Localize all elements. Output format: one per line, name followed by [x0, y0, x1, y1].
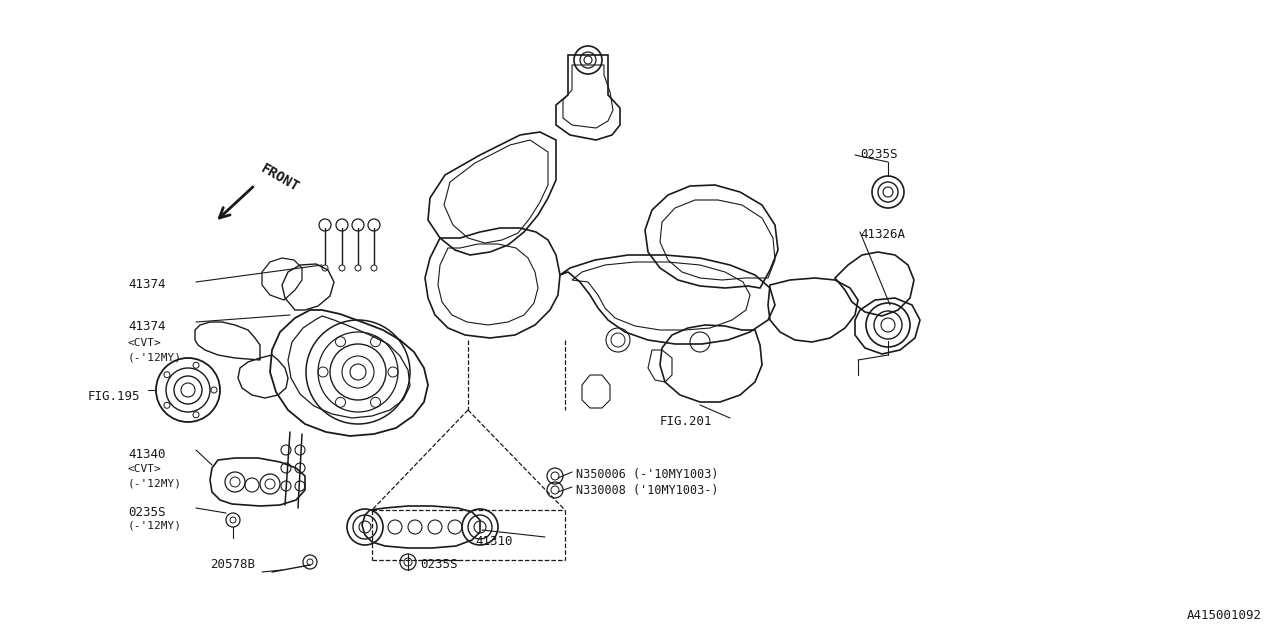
Text: <CVT>: <CVT>	[128, 338, 161, 348]
Text: 41340: 41340	[128, 448, 165, 461]
Text: (-'12MY): (-'12MY)	[128, 478, 182, 488]
Text: 41310: 41310	[475, 535, 512, 548]
Circle shape	[156, 358, 220, 422]
Text: 0235S: 0235S	[860, 148, 897, 161]
Text: (-'12MY): (-'12MY)	[128, 353, 182, 363]
Text: A415001092: A415001092	[1187, 609, 1262, 622]
Text: 20578B: 20578B	[210, 558, 255, 571]
Text: <CVT>: <CVT>	[128, 464, 161, 474]
Text: 0235S: 0235S	[420, 558, 457, 571]
Text: N350006 (-'10MY1003): N350006 (-'10MY1003)	[576, 468, 718, 481]
Text: FRONT: FRONT	[259, 161, 301, 195]
Text: 41374: 41374	[128, 278, 165, 291]
Text: FIG.201: FIG.201	[660, 415, 713, 428]
Text: 41374: 41374	[128, 320, 165, 333]
Text: (-'12MY): (-'12MY)	[128, 521, 182, 531]
Text: N330008 ('10MY1003-): N330008 ('10MY1003-)	[576, 484, 718, 497]
Text: FIG.195: FIG.195	[88, 390, 141, 403]
Text: 41326A: 41326A	[860, 228, 905, 241]
Text: 0235S: 0235S	[128, 506, 165, 519]
